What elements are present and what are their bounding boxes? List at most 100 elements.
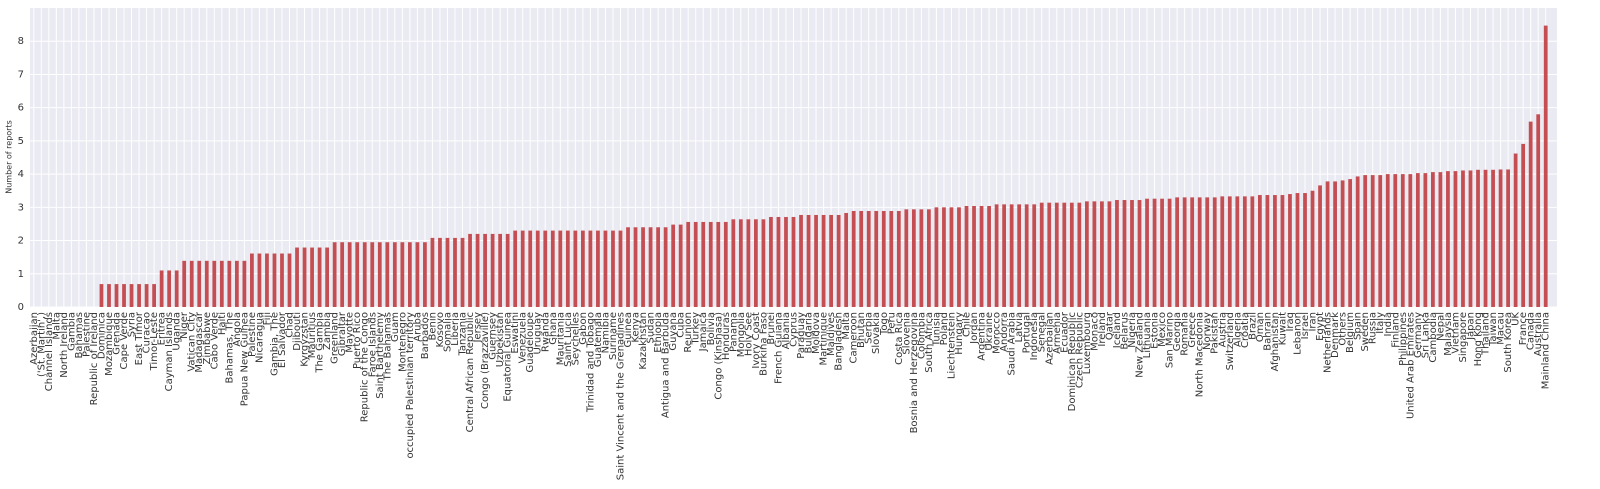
bar xyxy=(814,214,818,307)
bar xyxy=(723,221,728,307)
x-tick-label: Gabon xyxy=(578,312,589,345)
bar xyxy=(934,207,939,307)
bar xyxy=(836,214,841,307)
bar xyxy=(1250,196,1255,307)
bar xyxy=(896,210,901,307)
bar xyxy=(438,237,442,307)
x-tick-label: The Bahamas xyxy=(382,312,393,381)
x-tick-label: occupied Palestinian territory xyxy=(405,312,416,459)
x-tick-label: Andorra xyxy=(999,312,1010,352)
x-tick-label: Bolivia xyxy=(706,312,717,345)
bar xyxy=(964,206,969,307)
bar xyxy=(633,227,638,307)
bar xyxy=(1325,181,1330,307)
bar xyxy=(866,210,871,307)
bar xyxy=(423,242,427,307)
bar xyxy=(972,206,976,307)
x-tick-label: Kosovo xyxy=(435,312,446,348)
x-tick-label: Others xyxy=(1338,312,1349,346)
bar xyxy=(99,284,104,307)
bar xyxy=(1107,201,1112,307)
x-tick-label: Congo (Kinshasa) xyxy=(713,312,724,400)
bar xyxy=(1415,173,1420,307)
x-tick-label: Finland xyxy=(1390,312,1401,348)
bar xyxy=(430,237,435,307)
bar xyxy=(1024,204,1029,307)
x-tick-label: Chile xyxy=(962,312,973,337)
bar xyxy=(1084,201,1089,307)
x-tick-label: Jordan xyxy=(969,312,980,345)
x-tick-label: Martinique xyxy=(819,312,830,366)
bar xyxy=(1513,153,1518,307)
x-tick-label: Channel Islands xyxy=(44,312,55,391)
x-tick-label: Bulgaria xyxy=(804,312,815,353)
x-tick-label: Vietnam xyxy=(1450,312,1461,354)
bar xyxy=(1288,194,1292,307)
bar xyxy=(1393,174,1398,307)
bar xyxy=(1408,174,1413,307)
bar xyxy=(1130,200,1134,307)
bar xyxy=(1468,170,1473,307)
x-tick-label: Sudan xyxy=(646,312,657,344)
bar xyxy=(490,233,495,307)
bar xyxy=(701,221,706,307)
x-tick-label: Puerto Rico xyxy=(352,312,363,369)
x-tick-label: Guam xyxy=(390,312,401,342)
x-tick-label: Cyprus xyxy=(789,312,800,347)
x-tick-label: Vatican City xyxy=(187,312,198,372)
x-tick-label: Japan xyxy=(1465,312,1476,341)
bar xyxy=(1423,173,1428,307)
bar xyxy=(265,253,269,307)
x-tick-label: Slovenia xyxy=(901,312,912,355)
bar xyxy=(565,230,570,307)
x-tick-label: Algeria xyxy=(1232,312,1243,347)
x-tick-label: Philippines xyxy=(1398,312,1409,366)
y-tick-label: 8 xyxy=(18,36,24,47)
x-tick-label: Argentina xyxy=(977,312,988,361)
x-tick-label: Eswatini xyxy=(510,312,521,354)
x-tick-label: Djibouti xyxy=(292,312,303,351)
bar xyxy=(994,204,999,307)
x-tick-label: Switzerland xyxy=(1225,312,1236,370)
bar xyxy=(159,270,164,307)
x-tick-label: Equatorial Guinea xyxy=(503,312,514,402)
bar xyxy=(1212,197,1217,307)
x-tick-label: French Guiana xyxy=(773,312,784,384)
x-tick-label: Croatia xyxy=(1240,312,1251,348)
bar xyxy=(310,247,314,307)
x-tick-label: Afghanistan xyxy=(1270,312,1281,372)
bar xyxy=(799,214,803,307)
bar xyxy=(498,233,503,307)
bar xyxy=(1280,195,1285,307)
x-tick-label: Sri Lanka xyxy=(1420,312,1431,358)
bar xyxy=(1182,197,1187,307)
bar xyxy=(1498,169,1503,307)
bar xyxy=(1002,204,1007,307)
x-tick-label: Azerbaijan xyxy=(1044,312,1055,365)
x-tick-label: Cayman Islands xyxy=(164,312,175,391)
x-tick-label: Senegal xyxy=(1037,312,1048,352)
x-tick-label: Liberia xyxy=(450,312,461,346)
x-tick-label: Trinidad and Tobago xyxy=(585,312,596,413)
x-tick-label: France xyxy=(1518,312,1529,345)
bar xyxy=(1370,175,1375,307)
x-tick-label: Liechtenstein xyxy=(946,312,957,379)
x-tick-label: Honduras xyxy=(721,312,732,360)
y-tick-label: 4 xyxy=(18,169,24,180)
x-tick-label: Saint Vincent and the Grenadines xyxy=(615,312,626,480)
bar xyxy=(663,227,668,307)
bar xyxy=(392,242,397,307)
bar xyxy=(1197,197,1202,307)
bar xyxy=(927,209,931,307)
bar xyxy=(370,242,375,307)
x-tick-label: San Marino xyxy=(1165,312,1176,368)
x-tick-label: Turkey xyxy=(691,312,702,346)
x-tick-label: Zimbabwe xyxy=(202,312,213,365)
x-tick-label: Timor-Leste xyxy=(149,312,160,371)
bar xyxy=(242,260,247,307)
bar xyxy=(483,233,487,307)
bar xyxy=(949,207,954,307)
x-tick-label: Mayotte xyxy=(345,312,356,353)
x-tick-label: Suriname xyxy=(608,312,619,360)
